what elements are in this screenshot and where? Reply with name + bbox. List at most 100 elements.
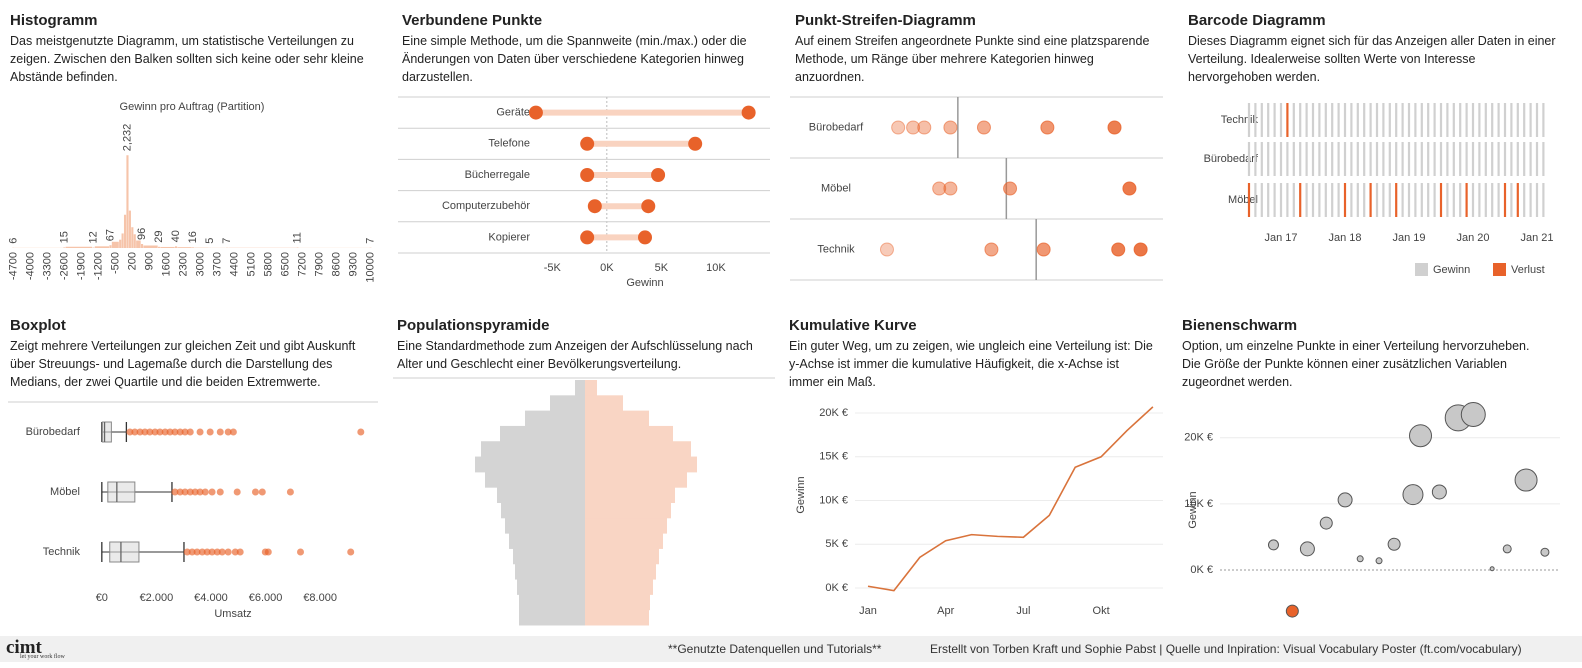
- x-tick-label: 1600: [160, 252, 172, 276]
- value-label: 29: [153, 231, 165, 243]
- population-band: [585, 471, 687, 488]
- outlier: [191, 488, 199, 496]
- dot: [1122, 181, 1137, 196]
- box: [109, 541, 140, 563]
- outlier: [251, 488, 259, 496]
- x-tick-label: 3000: [194, 252, 206, 276]
- x-tick-label: 9300: [347, 252, 359, 276]
- dot: [641, 199, 656, 214]
- chart-header: Kumulative Kurve Ein guter Weg, um zu zei…: [789, 317, 1157, 391]
- legend-label: Verlust: [1511, 264, 1545, 276]
- legend-swatch: [1493, 263, 1506, 276]
- population-band: [513, 548, 585, 565]
- legend-swatch: [1415, 263, 1428, 276]
- bar: [177, 247, 192, 248]
- dot: [906, 120, 921, 135]
- outlier: [181, 428, 189, 436]
- x-tick-label: €2.000: [140, 592, 174, 604]
- category-label: Technik: [817, 243, 855, 255]
- outlier: [196, 428, 204, 436]
- outlier: [136, 428, 144, 436]
- chart-header: Barcode Diagramm Dieses Diagramm eignet s…: [1188, 12, 1556, 86]
- x-tick-label: Jul: [1016, 605, 1030, 617]
- dot: [1003, 181, 1018, 196]
- population-band: [575, 380, 585, 396]
- category-label: Computerzubehör: [442, 200, 530, 212]
- outlier: [196, 488, 204, 496]
- outlier: [183, 548, 191, 556]
- x-tick-label: -3300: [41, 252, 53, 280]
- population-band: [515, 563, 585, 580]
- bar: [157, 246, 161, 248]
- value-label: 40: [170, 230, 182, 242]
- outlier: [151, 428, 159, 436]
- population-band: [585, 594, 650, 611]
- x-tick-label: 4400: [228, 252, 240, 276]
- x-tick-label: €8.000: [303, 592, 337, 604]
- sources-link[interactable]: **Genutzte Datenquellen und Tutorials**: [668, 642, 882, 656]
- category-label: Möbel: [50, 486, 80, 498]
- bubble: [1431, 484, 1447, 500]
- x-tick-label: €4.000: [194, 592, 228, 604]
- outlier: [231, 548, 239, 556]
- population-band: [475, 456, 585, 473]
- category-label: Technik: [43, 546, 81, 558]
- outlier: [208, 548, 216, 556]
- chart-description: Auf einem Streifen angeordnete Punkte si…: [795, 34, 1150, 84]
- dot: [741, 105, 756, 120]
- bubble: [1299, 541, 1315, 557]
- bubble: [1337, 492, 1353, 508]
- bar: [119, 239, 122, 248]
- dot: [1040, 120, 1055, 135]
- outlier: [198, 548, 206, 556]
- dot: [976, 120, 991, 135]
- chart-description: Dieses Diagramm eignet sich für das Anze…: [1188, 34, 1556, 84]
- dot: [917, 120, 932, 135]
- population-band: [585, 380, 597, 396]
- bar: [126, 155, 129, 248]
- outlier: [216, 488, 224, 496]
- outlier: [213, 548, 221, 556]
- bar: [123, 214, 127, 248]
- x-tick-label: -500: [109, 252, 121, 274]
- outlier: [156, 428, 164, 436]
- outlier: [264, 548, 272, 556]
- value-label: 96: [136, 228, 148, 240]
- chart-description: Eine simple Methode, um die Spannweite (…: [402, 34, 747, 84]
- dot: [688, 136, 703, 151]
- dot: [1111, 242, 1126, 257]
- bubble: [1409, 424, 1433, 448]
- line: [867, 406, 1154, 592]
- x-tick-label: 2300: [177, 252, 189, 276]
- population-band: [585, 563, 656, 580]
- legend-label: Gewinn: [1433, 264, 1470, 276]
- credits: Erstellt von Torben Kraft und Sophie Pab…: [930, 642, 1522, 656]
- x-tick-label: -4000: [24, 252, 36, 280]
- population-band: [585, 410, 649, 427]
- population-band: [585, 533, 663, 549]
- population-band: [585, 609, 649, 626]
- chart-header: Boxplot Zeigt mehrere Verteilungen zur gl…: [10, 317, 378, 391]
- x-tick-label: 6500: [279, 252, 291, 276]
- x-tick-label: -1900: [75, 252, 87, 280]
- outlier: [216, 428, 224, 436]
- category-label: Kopierer: [488, 231, 530, 243]
- population-band: [585, 441, 691, 458]
- bar: [160, 246, 175, 248]
- outlier: [233, 488, 241, 496]
- chart-title: Kumulative Kurve: [789, 317, 917, 334]
- chart-title: Boxplot: [10, 317, 66, 334]
- category-label: Geräte: [496, 107, 530, 119]
- x-tick-label: Jan 20: [1456, 232, 1489, 244]
- y-tick-label: 20K €: [819, 407, 848, 419]
- outlier: [126, 428, 134, 436]
- population-band: [585, 517, 667, 534]
- y-tick-label: 15K €: [819, 451, 848, 463]
- bar: [192, 247, 195, 248]
- x-axis-label: Gewinn: [626, 277, 663, 289]
- outlier: [181, 488, 189, 496]
- x-tick-label: 3700: [211, 252, 223, 276]
- value-label: 11: [292, 232, 304, 243]
- charts: Gewinn pro Auftrag (Partition) -4700 -4000…: [7, 96, 1560, 626]
- outlier: [171, 428, 179, 436]
